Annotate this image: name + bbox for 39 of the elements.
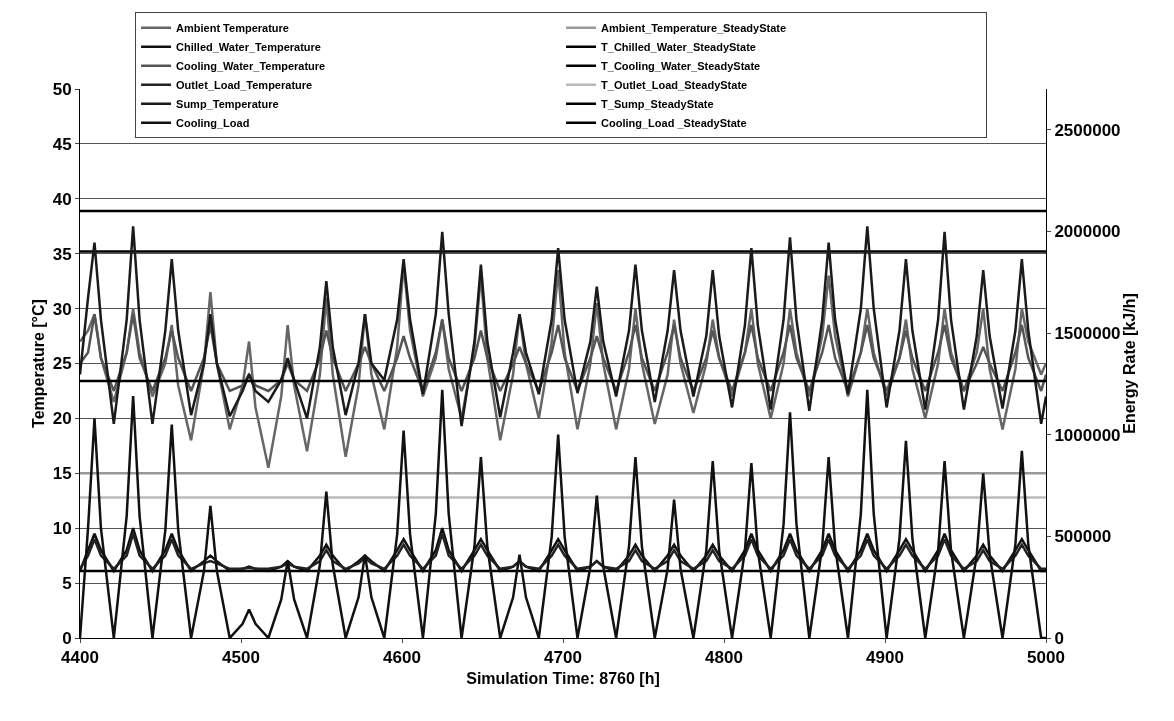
legend-label: Ambient_Temperature_SteadyState [601, 21, 787, 34]
x-tick-label: 4500 [222, 648, 260, 668]
y2-tick-label: 1500000 [1054, 323, 1121, 343]
y2-tick-label: 500000 [1054, 527, 1112, 547]
x-tick-label: 4600 [383, 648, 421, 668]
legend-label: T_Sump_SteadyState [601, 97, 714, 110]
y2-tick-label: 0 [1054, 628, 1064, 648]
x-axis-title: Simulation Time: 8760 [h] [466, 670, 660, 688]
y2-tick-label: 2000000 [1054, 222, 1121, 242]
legend-label: Cooling_Water_Temperature [176, 59, 326, 72]
y-tick-label: 35 [52, 244, 72, 264]
y-tick-label: 30 [52, 299, 72, 319]
y-axis-title: Temperature [°C] [29, 299, 47, 428]
legend-label: Cooling_Load _SteadyState [601, 116, 747, 129]
y-tick-label: 50 [52, 79, 72, 99]
y2-tick-label: 1000000 [1054, 425, 1121, 445]
y-tick-label: 15 [52, 464, 72, 484]
y-tick-label: 0 [62, 628, 72, 648]
legend-label: T_Outlet_Load_SteadyState [601, 78, 748, 91]
x-tick-label: 4900 [866, 648, 904, 668]
legend-label: T_Cooling_Water_SteadyState [601, 59, 761, 72]
legend-label: Ambient Temperature [176, 21, 289, 34]
x-tick-label: 4800 [705, 648, 743, 668]
y2-tick-label: 2500000 [1054, 120, 1121, 140]
x-tick-label: 4400 [61, 648, 99, 668]
legend-label: Sump_Temperature [176, 97, 279, 110]
legend-label: Cooling_Load [176, 116, 250, 129]
legend-label: T_Chilled_Water_SteadyState [601, 40, 756, 53]
legend-label: Chilled_Water_Temperature [176, 40, 321, 53]
legend-label: Outlet_Load_Temperature [176, 78, 313, 91]
y-tick-label: 25 [52, 354, 72, 374]
y-tick-label: 20 [52, 409, 72, 429]
x-tick-label: 5000 [1027, 648, 1065, 668]
y2-axis-title: Energy Rate [kJ/h] [1121, 293, 1139, 434]
y-tick-label: 5 [62, 574, 72, 594]
y-tick-label: 10 [52, 519, 72, 539]
y-tick-label: 40 [52, 189, 72, 209]
x-tick-label: 4700 [544, 648, 582, 668]
y-tick-label: 45 [52, 134, 72, 154]
